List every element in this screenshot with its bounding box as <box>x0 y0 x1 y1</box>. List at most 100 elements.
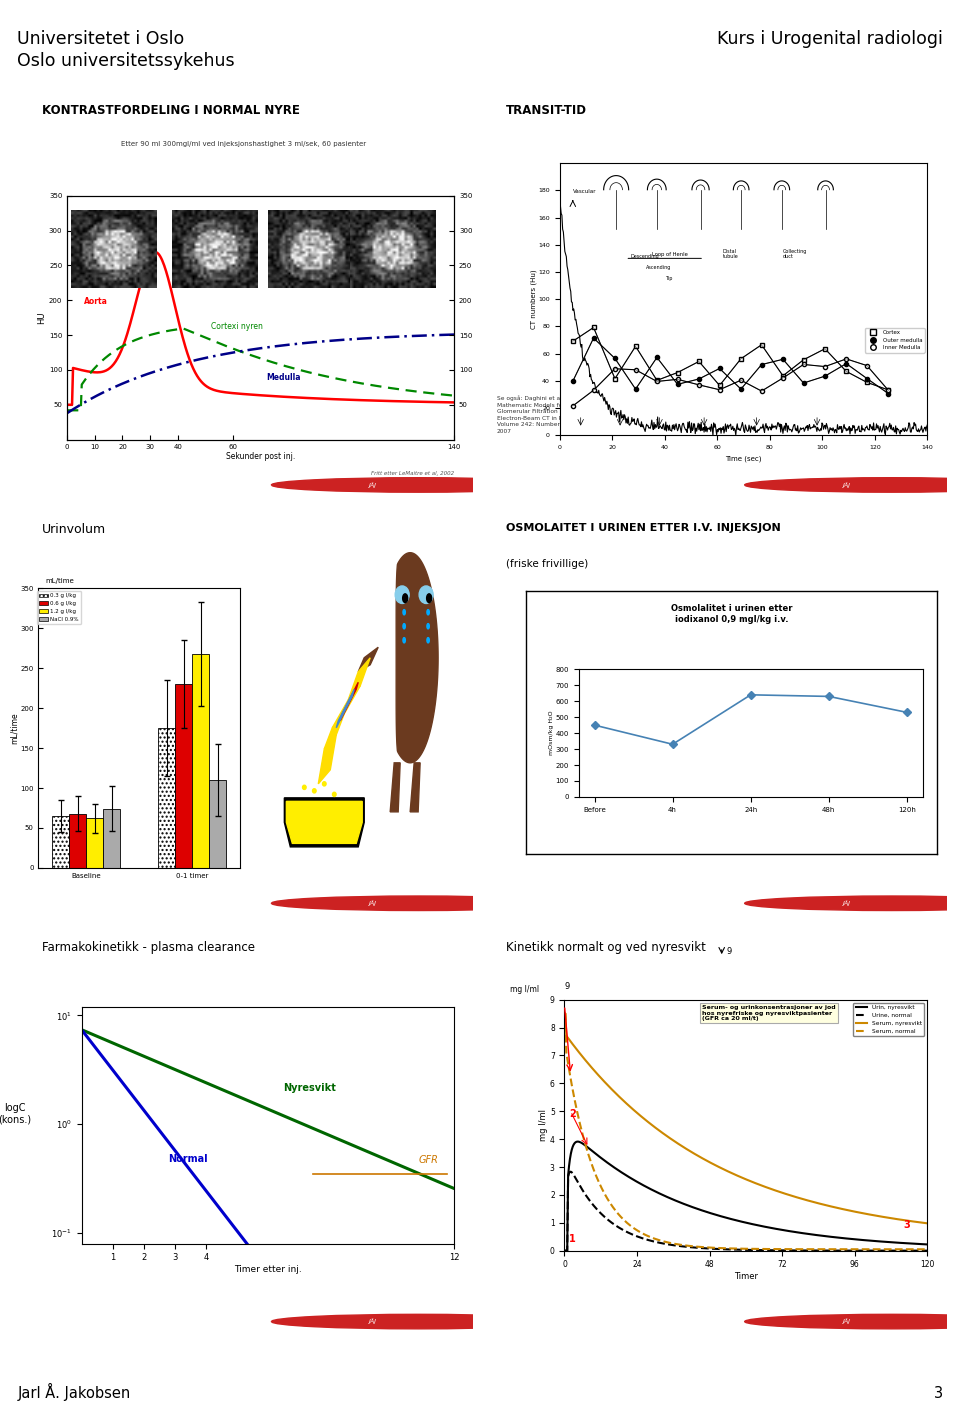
Text: Loop of Henle: Loop of Henle <box>652 251 687 257</box>
X-axis label: Time (sec): Time (sec) <box>725 455 762 462</box>
Ellipse shape <box>403 610 405 615</box>
X-axis label: Timer: Timer <box>734 1272 758 1282</box>
Circle shape <box>456 1319 593 1324</box>
Circle shape <box>272 1314 565 1329</box>
Text: JÅJ: JÅJ <box>842 900 850 906</box>
Ellipse shape <box>402 594 408 603</box>
Urin, nyresvikt <box>678 1195 689 1212</box>
Polygon shape <box>358 647 378 672</box>
Polygon shape <box>410 763 420 813</box>
Text: JÅJ: JÅJ <box>842 1319 850 1324</box>
Polygon shape <box>348 658 371 699</box>
Bar <box>209 780 227 868</box>
Serum, nyresvikt <box>922 1215 933 1232</box>
Legend: Urin, nyresvikt, Urine, normal, Serum, nyresvikt, Serum, normal: Urin, nyresvikt, Urine, normal, Serum, n… <box>853 1003 924 1037</box>
Text: Avdeling for radiologi og nukleærmedisin – Rikshospitalet: Avdeling for radiologi og nukleærmedisin… <box>102 482 271 488</box>
Text: Avdeling for radiologi og nukleærmedisin – Rikshospitalet: Avdeling for radiologi og nukleærmedisin… <box>575 900 744 906</box>
Text: Medulla: Medulla <box>266 373 300 383</box>
Urine, normal <box>603 1212 614 1229</box>
Polygon shape <box>390 763 400 813</box>
Bar <box>86 818 103 868</box>
Text: Fritt etter LeMaitre et al, 2002: Fritt etter LeMaitre et al, 2002 <box>371 471 454 476</box>
Urine, normal <box>788 1242 800 1259</box>
Text: Urinvolum: Urinvolum <box>42 523 106 536</box>
Serum, normal <box>602 1191 613 1208</box>
Text: Vascular: Vascular <box>573 189 596 194</box>
Bar <box>52 815 69 868</box>
Circle shape <box>456 482 593 488</box>
Text: logC
(kons.): logC (kons.) <box>0 1103 31 1124</box>
Text: Kinetikk normalt og ved nyresvikt: Kinetikk normalt og ved nyresvikt <box>506 942 706 954</box>
Polygon shape <box>396 553 438 763</box>
Bar <box>176 685 192 868</box>
Text: Etter 90 ml 300mgl/ml ved injeksjonshastighet 3 ml/sek, 60 pasienter: Etter 90 ml 300mgl/ml ved injeksjonshast… <box>121 140 367 146</box>
Text: JÅJ: JÅJ <box>842 482 850 488</box>
Y-axis label: mL/time: mL/time <box>10 712 18 744</box>
Line: Urin, nyresvikt: Urin, nyresvikt <box>564 1141 927 1251</box>
Line: Serum, normal: Serum, normal <box>564 1014 927 1249</box>
Circle shape <box>745 478 960 492</box>
Line: Urine, normal: Urine, normal <box>564 1171 927 1251</box>
Circle shape <box>272 896 565 910</box>
Urin, nyresvikt <box>603 1156 614 1173</box>
Ellipse shape <box>426 594 432 603</box>
Text: Tip: Tip <box>664 277 672 281</box>
Urin, nyresvikt <box>559 1242 570 1259</box>
Text: Distal
tubule: Distal tubule <box>723 248 738 259</box>
Urine, normal <box>704 1239 715 1256</box>
Serum, normal <box>787 1241 799 1258</box>
Text: Avdeling for radiologi og nukleærmedisin – Rikshospitalet: Avdeling for radiologi og nukleærmedisin… <box>575 482 744 488</box>
Serum, normal <box>821 1241 832 1258</box>
Legend: Cortex, Outer medulla, Inner Medulla: Cortex, Outer medulla, Inner Medulla <box>865 328 924 353</box>
Legend: 0.3 g I/kg, 0.6 g I/kg, 1.2 g I/kg, NaCl 0.9%: 0.3 g I/kg, 0.6 g I/kg, 1.2 g I/kg, NaCl… <box>37 591 82 624</box>
Text: Oslo universitetssykehus: Oslo universitetssykehus <box>17 52 235 71</box>
Circle shape <box>745 1314 960 1329</box>
Urine, normal <box>678 1238 689 1255</box>
Text: Farmakokinetikk - plasma clearance: Farmakokinetikk - plasma clearance <box>42 942 255 954</box>
Polygon shape <box>324 713 345 749</box>
Ellipse shape <box>403 624 405 628</box>
Text: JÅJ: JÅJ <box>369 900 376 906</box>
Text: KONTRASTFORDELING I NORMAL NYRE: KONTRASTFORDELING I NORMAL NYRE <box>42 105 300 118</box>
Urin, nyresvikt <box>824 1228 835 1245</box>
Circle shape <box>456 900 593 906</box>
Urin, nyresvikt <box>572 1133 584 1150</box>
Text: 3: 3 <box>903 1221 910 1231</box>
Urin, nyresvikt <box>922 1236 933 1254</box>
Text: Avdeling for radiologi og nukleærmedisin – Rikshospitalet: Avdeling for radiologi og nukleærmedisin… <box>575 1319 744 1324</box>
Text: Serum- og urinkonsentrasjoner av jod
hos nyrefriske og nyresviktpasienter
(GFR c: Serum- og urinkonsentrasjoner av jod hos… <box>703 1005 836 1021</box>
Text: JÅJ: JÅJ <box>369 1319 376 1324</box>
Y-axis label: CT numbers (Hu): CT numbers (Hu) <box>530 269 537 329</box>
Circle shape <box>272 478 565 492</box>
Circle shape <box>0 482 120 488</box>
Urin, nyresvikt <box>704 1204 715 1221</box>
Y-axis label: mg I/ml: mg I/ml <box>540 1109 548 1141</box>
Bar <box>192 654 209 868</box>
Urine, normal <box>559 1242 570 1259</box>
Text: Aorta: Aorta <box>84 296 108 306</box>
Text: JÅJ: JÅJ <box>369 482 376 488</box>
Serum, nyresvikt <box>703 1153 714 1170</box>
Text: Avdeling for radiologi og nukleærmedisin – Rikshospitalet: Avdeling for radiologi og nukleærmedisin… <box>102 900 271 906</box>
Polygon shape <box>340 682 358 720</box>
Text: Cortexi nyren: Cortexi nyren <box>211 322 263 332</box>
Text: Osmolalitet i urinen etter
iodixanol 0,9 mgl/kg i.v.: Osmolalitet i urinen etter iodixanol 0,9… <box>671 604 792 624</box>
Text: TRANSIT-TID: TRANSIT-TID <box>506 105 587 118</box>
Polygon shape <box>284 798 364 847</box>
Urin, nyresvikt <box>788 1224 800 1241</box>
Ellipse shape <box>302 786 306 790</box>
Y-axis label: mOsm/kg H₂O: mOsm/kg H₂O <box>549 710 554 756</box>
Ellipse shape <box>420 586 433 604</box>
Serum, normal <box>559 1005 570 1022</box>
Text: Collecting
duct: Collecting duct <box>783 248 807 259</box>
Serum, normal <box>677 1236 688 1254</box>
Ellipse shape <box>427 624 429 628</box>
Serum, normal <box>703 1239 714 1256</box>
Text: Descending: Descending <box>631 254 660 259</box>
Circle shape <box>0 900 120 906</box>
Text: Avdeling for radiologi og nukleærmedisin – Rikshospitalet: Avdeling for radiologi og nukleærmedisin… <box>102 1319 271 1324</box>
Text: Jarl Å. Jakobsen: Jarl Å. Jakobsen <box>17 1383 131 1401</box>
Ellipse shape <box>427 638 429 642</box>
Text: Kurs i Urogenital radiologi: Kurs i Urogenital radiologi <box>717 30 943 48</box>
Text: GFR: GFR <box>419 1156 439 1166</box>
